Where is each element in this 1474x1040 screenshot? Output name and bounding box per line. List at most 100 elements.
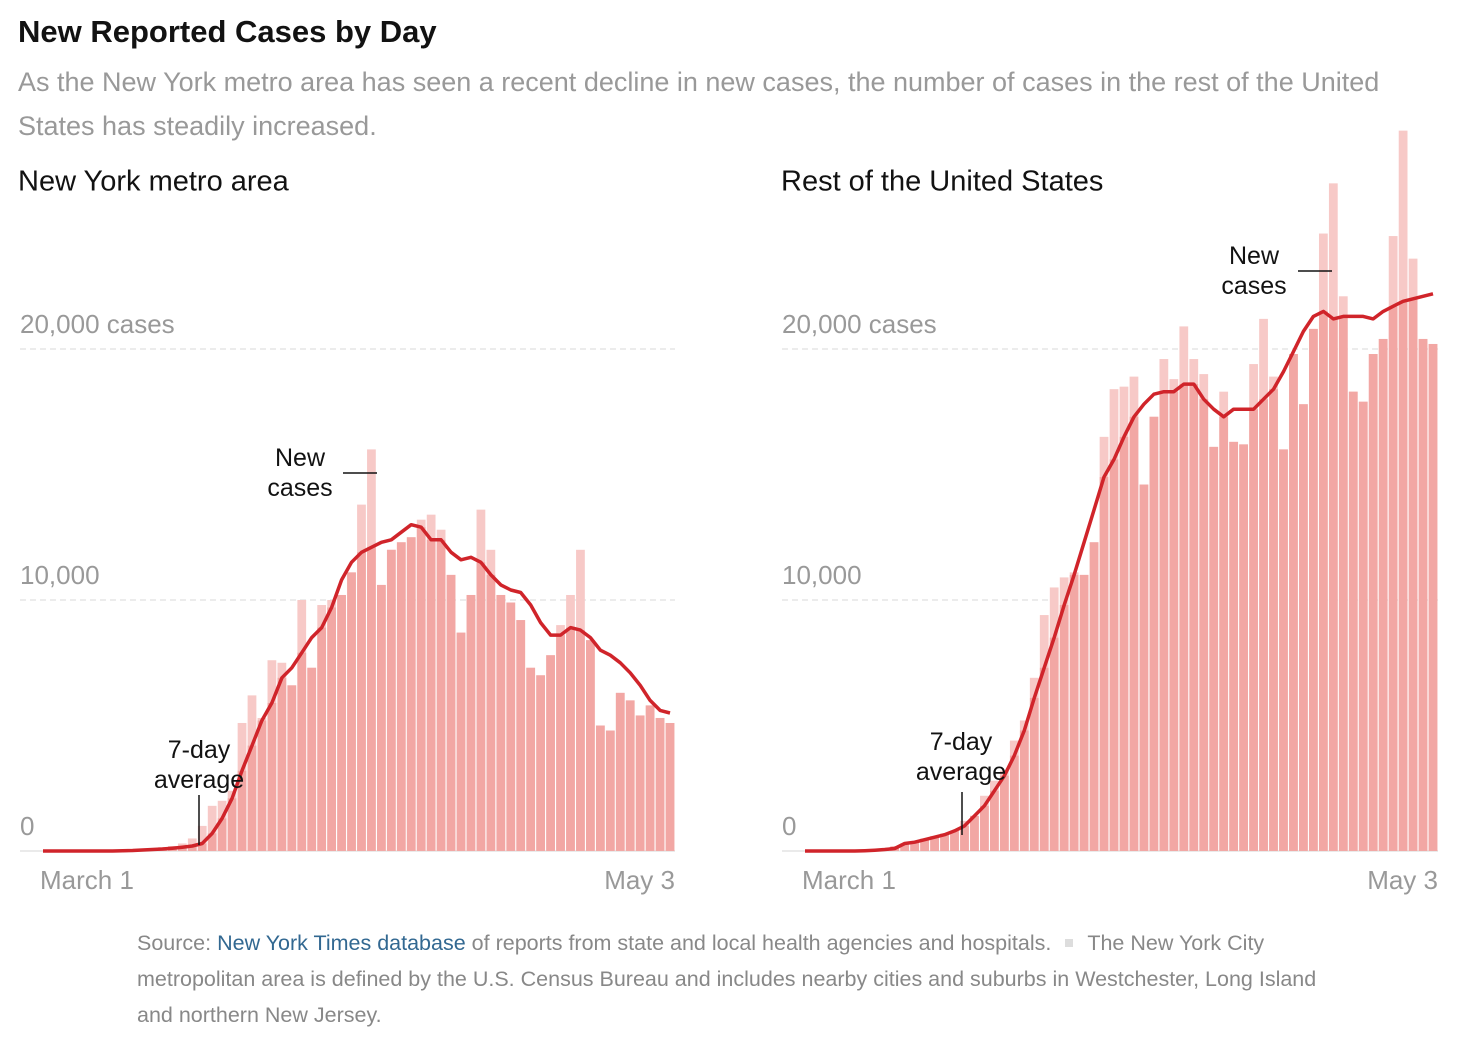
bar-under-average [1179,384,1189,851]
y-tick-label: 0 [782,811,796,841]
bar-under-average [1398,301,1408,851]
y-tick-label: 10,000 [20,560,100,590]
bar-under-average [1318,311,1328,852]
bar-under-average [337,594,346,851]
bar-under-average [187,845,197,851]
x-tick-label: March 1 [40,865,134,895]
note: The New York City metropolitan area is d… [137,931,1317,1027]
bar-under-average [1019,730,1029,851]
bar-under-average [1009,755,1019,851]
bar-under-average [1149,416,1159,851]
bar-under-average [327,607,336,851]
source-link[interactable]: New York Times database [217,931,466,955]
source-prefix: Source: [137,931,212,955]
bar-under-average [357,552,366,851]
bar-under-average [426,539,436,851]
annotation-average: 7-day average [153,736,245,794]
bar-under-average [1358,401,1368,851]
bar-under-average [566,627,575,851]
bar-under-average [416,527,426,851]
bar-under-average [496,594,506,851]
average-line [805,292,1434,853]
annotation-new-cases: New cases [267,444,333,502]
x-tick-label: May 3 [1367,865,1438,895]
bar-under-average [317,627,327,851]
bar-under-average [1368,354,1378,851]
bar-under-average [910,842,920,851]
bar-under-average [1039,667,1049,851]
bar-under-average [1119,436,1129,851]
bar-under-average [1259,399,1268,851]
bar-under-average [1408,298,1418,851]
bar-under-average [526,667,536,851]
y-tick-label: 20,000 cases [20,309,175,339]
bar-under-average [446,574,456,851]
bar-under-average [377,584,386,851]
bar-under-average [247,745,257,851]
bar-under-average [1169,391,1179,851]
bar-under-average [1159,391,1169,851]
bar-under-average [197,843,207,851]
bar-under-average [307,667,317,851]
bar-under-average [645,705,655,851]
bar [207,805,217,851]
bar-under-average [267,702,277,851]
bar-under-average [536,675,546,851]
bar-under-average [516,620,526,851]
title: New Reported Cases by Day [18,14,437,49]
bar-under-average [1378,338,1388,852]
bar-under-average [406,537,416,851]
bar-under-average [665,722,675,851]
bar-under-average [1189,384,1199,851]
bar-under-average [1428,343,1438,851]
bar [197,825,207,851]
chart-title: Rest of the United States [781,166,1103,198]
y-tick-label: 0 [20,811,34,841]
bar-under-average [1299,404,1308,851]
bar-under-average [1239,444,1248,851]
bar-under-average [990,790,999,851]
bar-under-average [546,655,555,851]
average-line [43,522,671,853]
subtitle: As the New York metro area has seen a re… [18,67,1380,141]
bar-under-average [1309,328,1318,851]
y-tick-label: 20,000 cases [782,309,937,339]
bar-under-average [950,830,959,851]
source-text: of reports from state and local health a… [471,931,1052,955]
bar-under-average [920,839,929,851]
bar-under-average [277,677,287,851]
bar-under-average [625,700,635,851]
annotation-average: 7-day average [915,728,1007,786]
bar-under-average [506,602,516,851]
bar-under-average [999,775,1009,851]
bar-under-average [1099,477,1109,851]
bar-under-average [940,834,949,851]
bar-under-average [900,843,910,851]
bar-under-average [177,847,187,851]
bar-under-average [1328,318,1338,851]
bar-under-average [1059,605,1069,851]
bar-under-average [347,572,356,851]
bar-under-average [297,652,307,851]
bar-under-average [466,594,476,851]
bar-under-average [1388,306,1398,852]
bar-under-average [980,805,989,851]
bar-under-average [1069,574,1079,851]
bar-under-average [1079,574,1089,851]
bar-under-average [655,717,665,851]
bar-under-average [1209,446,1219,851]
bar-under-average [615,692,625,851]
bar-under-average [207,833,217,851]
bar-under-average [1338,316,1348,851]
bar-under-average [1029,697,1039,851]
bar-under-average [396,542,406,851]
bar-under-average [1109,459,1119,851]
bar-under-average [1418,338,1428,852]
bar-under-average [1269,389,1278,851]
bar-under-average [1219,416,1229,851]
bar-under-average [476,562,486,851]
bar-under-average [287,685,297,851]
x-tick-label: May 3 [604,865,675,895]
bar-under-average [367,547,376,851]
